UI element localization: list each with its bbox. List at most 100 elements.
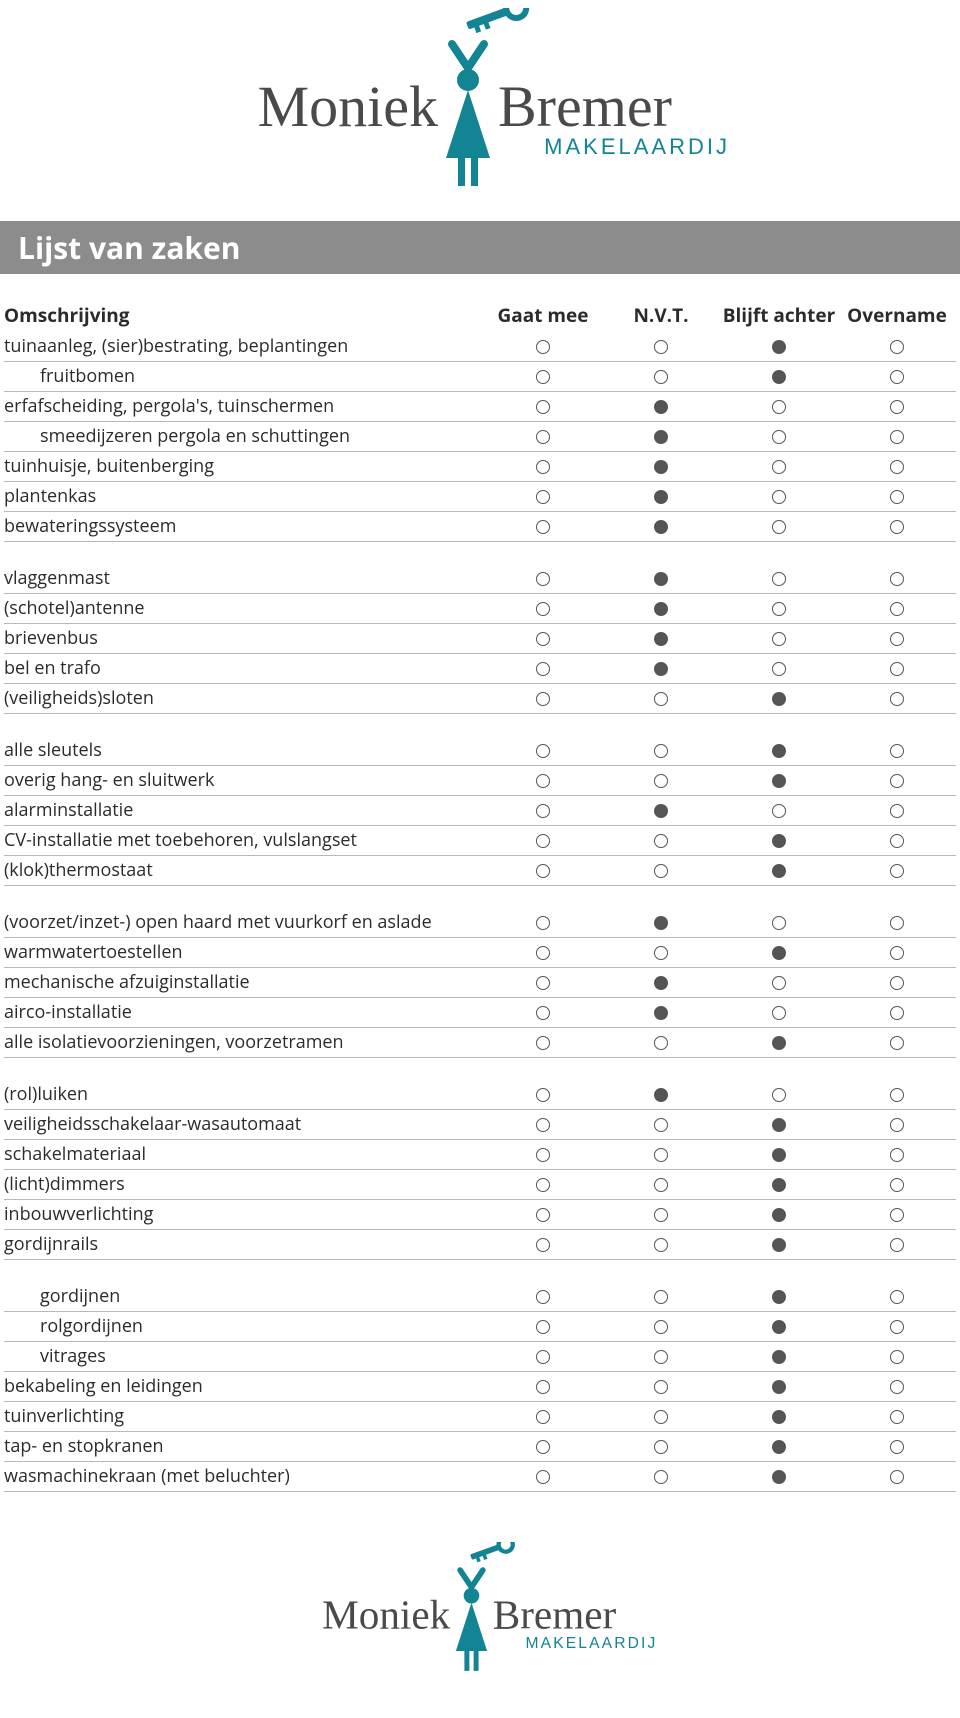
option-cell [484,1084,602,1106]
radio-empty-icon [536,1440,550,1454]
option-cell [838,1316,956,1338]
radio-empty-icon [890,774,904,788]
row-label: fruitbomen [4,366,484,388]
radio-filled-icon [654,572,668,586]
option-cell [720,1466,838,1488]
option-cell [838,1204,956,1226]
radio-empty-icon [890,834,904,848]
radio-empty-icon [772,490,786,504]
option-cell [720,860,838,882]
row-label: inbouwverlichting [4,1204,484,1226]
radio-empty-icon [890,864,904,878]
radio-filled-icon [654,602,668,616]
radio-empty-icon [654,1290,668,1304]
radio-empty-icon [654,692,668,706]
option-cell [484,516,602,538]
radio-empty-icon [772,400,786,414]
radio-empty-icon [536,1006,550,1020]
radio-empty-icon [772,632,786,646]
table-row: tap- en stopkranen [4,1432,956,1462]
radio-empty-icon [890,1178,904,1192]
option-cell [720,770,838,792]
option-cell [720,830,838,852]
option-cell [838,1114,956,1136]
radio-filled-icon [772,864,786,878]
radio-empty-icon [536,572,550,586]
radio-empty-icon [890,460,904,474]
option-cell [484,366,602,388]
row-label: gordijnrails [4,1234,484,1256]
radio-empty-icon [890,400,904,414]
option-cell [602,456,720,478]
header-logo: Moniek Bremer MAKELAARDIJ [0,0,960,213]
option-cell [602,800,720,822]
option-cell [838,598,956,620]
row-label: overig hang- en sluitwerk [4,770,484,792]
radio-empty-icon [536,430,550,444]
radio-empty-icon [772,572,786,586]
option-cell [602,860,720,882]
option-cell [484,972,602,994]
row-label: (licht)dimmers [4,1174,484,1196]
option-cell [720,1002,838,1024]
option-cell [720,1114,838,1136]
row-label: (klok)thermostaat [4,860,484,882]
row-label: tap- en stopkranen [4,1436,484,1458]
radio-empty-icon [654,1410,668,1424]
option-cell [484,1406,602,1428]
option-cell [484,1376,602,1398]
option-cell [720,800,838,822]
option-cell [838,1286,956,1308]
option-cell [484,1466,602,1488]
radio-filled-icon [772,692,786,706]
table-row: alle isolatievoorzieningen, voorzetramen [4,1028,956,1058]
option-cell [602,1346,720,1368]
option-cell [838,912,956,934]
radio-empty-icon [654,946,668,960]
option-cell [602,598,720,620]
radio-empty-icon [654,744,668,758]
radio-empty-icon [654,834,668,848]
radio-empty-icon [890,1118,904,1132]
row-label: alle isolatievoorzieningen, voorzetramen [4,1032,484,1054]
option-cell [838,366,956,388]
option-cell [484,1002,602,1024]
table-row: (voorzet/inzet-) open haard met vuurkorf… [4,908,956,938]
radio-empty-icon [536,632,550,646]
option-cell [602,942,720,964]
items-table: Omschrijving Gaat mee N.V.T. Blijft acht… [0,300,960,1492]
svg-text:MAKELAARDIJ: MAKELAARDIJ [526,1635,658,1652]
radio-empty-icon [536,1470,550,1484]
option-cell [838,1032,956,1054]
option-cell [838,942,956,964]
row-label: bekabeling en leidingen [4,1376,484,1398]
option-cell [838,456,956,478]
option-cell [838,770,956,792]
table-row: inbouwverlichting [4,1200,956,1230]
radio-empty-icon [654,1440,668,1454]
table-row: tuinaanleg, (sier)bestrating, beplanting… [4,332,956,362]
radio-empty-icon [536,692,550,706]
option-cell [602,1002,720,1024]
option-cell [484,456,602,478]
option-cell [602,1436,720,1458]
radio-empty-icon [654,1380,668,1394]
table-row: (klok)thermostaat [4,856,956,886]
radio-empty-icon [654,340,668,354]
option-cell [602,486,720,508]
radio-empty-icon [890,1410,904,1424]
option-cell [720,1436,838,1458]
option-cell [602,568,720,590]
radio-empty-icon [772,976,786,990]
option-cell [484,336,602,358]
option-cell [838,1002,956,1024]
option-cell [720,396,838,418]
radio-empty-icon [654,1350,668,1364]
row-group: (rol)luikenveiligheidsschakelaar-wasauto… [4,1080,956,1260]
row-label: tuinverlichting [4,1406,484,1428]
row-label: gordijnen [4,1286,484,1308]
option-cell [720,336,838,358]
option-cell [720,658,838,680]
radio-filled-icon [772,946,786,960]
radio-filled-icon [654,976,668,990]
